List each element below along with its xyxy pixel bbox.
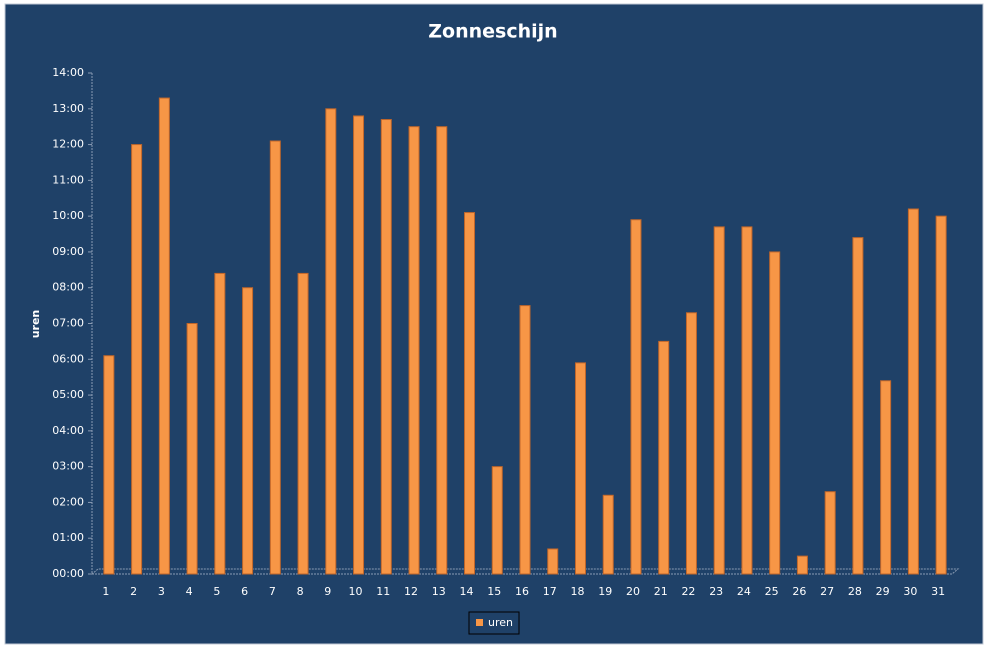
y-tick-label: 04:00 xyxy=(52,424,84,437)
x-tick-label: 15 xyxy=(487,585,501,598)
x-tick-label: 30 xyxy=(903,585,917,598)
y-tick-label: 01:00 xyxy=(52,531,84,544)
y-tick-label: 06:00 xyxy=(52,352,84,365)
x-tick-label: 20 xyxy=(626,585,640,598)
x-tick-label: 21 xyxy=(654,585,668,598)
bar xyxy=(269,140,281,575)
y-tick-label: 14:00 xyxy=(52,66,84,79)
bar xyxy=(158,97,170,575)
bar xyxy=(464,212,476,575)
x-tick-label: 29 xyxy=(876,585,890,598)
bar xyxy=(519,305,531,575)
bar xyxy=(602,494,614,575)
x-tick-label: 12 xyxy=(404,585,418,598)
bar xyxy=(408,126,420,575)
y-tick-label: 00:00 xyxy=(52,567,84,580)
y-tick-label: 02:00 xyxy=(52,495,84,508)
y-tick-label: 11:00 xyxy=(52,173,84,186)
legend-swatch xyxy=(476,619,483,626)
bar xyxy=(741,226,753,575)
x-tick-label: 17 xyxy=(543,585,557,598)
x-tick-label: 7 xyxy=(269,585,276,598)
x-tick-label: 4 xyxy=(186,585,193,598)
bar xyxy=(353,115,365,575)
bar xyxy=(131,144,143,575)
bar xyxy=(242,287,254,575)
bar xyxy=(547,548,559,575)
bar xyxy=(574,362,586,575)
x-tick-label: 31 xyxy=(931,585,945,598)
x-tick-label: 18 xyxy=(570,585,584,598)
y-axis-label: uren xyxy=(29,310,42,339)
x-tick-label: 23 xyxy=(709,585,723,598)
bar xyxy=(935,215,947,575)
legend-label: uren xyxy=(488,616,513,629)
bar xyxy=(630,219,642,575)
x-tick-label: 27 xyxy=(820,585,834,598)
x-tick-label: 24 xyxy=(737,585,751,598)
y-tick-label: 07:00 xyxy=(52,317,84,330)
bar xyxy=(880,380,892,575)
y-tick-label: 09:00 xyxy=(52,245,84,258)
bar xyxy=(907,208,919,575)
x-tick-label: 26 xyxy=(792,585,806,598)
bar xyxy=(325,108,337,575)
bar xyxy=(297,272,309,575)
x-tick-label: 1 xyxy=(102,585,109,598)
chart-title: Zonneschijn xyxy=(428,21,557,43)
x-tick-label: 25 xyxy=(765,585,779,598)
legend-box xyxy=(468,611,520,635)
bar xyxy=(852,237,864,575)
x-tick-label: 8 xyxy=(297,585,304,598)
x-tick-label: 22 xyxy=(681,585,695,598)
x-tick-label: 3 xyxy=(158,585,165,598)
x-tick-label: 6 xyxy=(241,585,248,598)
x-tick-label: 10 xyxy=(349,585,363,598)
bar xyxy=(685,312,697,575)
x-tick-label: 19 xyxy=(598,585,612,598)
y-tick-label: 13:00 xyxy=(52,102,84,115)
y-tick-label: 12:00 xyxy=(52,138,84,151)
bar xyxy=(491,466,503,575)
y-tick-label: 03:00 xyxy=(52,460,84,473)
y-tick-label: 08:00 xyxy=(52,281,84,294)
x-tick-label: 11 xyxy=(376,585,390,598)
bar xyxy=(824,491,836,575)
bar xyxy=(658,340,670,575)
x-tick-label: 9 xyxy=(324,585,331,598)
x-tick-label: 14 xyxy=(460,585,474,598)
bar xyxy=(214,272,226,575)
x-tick-label: 5 xyxy=(213,585,220,598)
bar xyxy=(103,355,115,575)
y-tick-label: 10:00 xyxy=(52,209,84,222)
x-tick-label: 28 xyxy=(848,585,862,598)
bar xyxy=(380,119,392,575)
x-tick-label: 16 xyxy=(515,585,529,598)
bar xyxy=(796,555,808,575)
bar xyxy=(436,126,448,575)
bar xyxy=(769,251,781,575)
bar xyxy=(186,323,198,575)
x-tick-label: 2 xyxy=(130,585,137,598)
y-tick-label: 05:00 xyxy=(52,388,84,401)
x-tick-label: 13 xyxy=(432,585,446,598)
bar xyxy=(713,226,725,575)
